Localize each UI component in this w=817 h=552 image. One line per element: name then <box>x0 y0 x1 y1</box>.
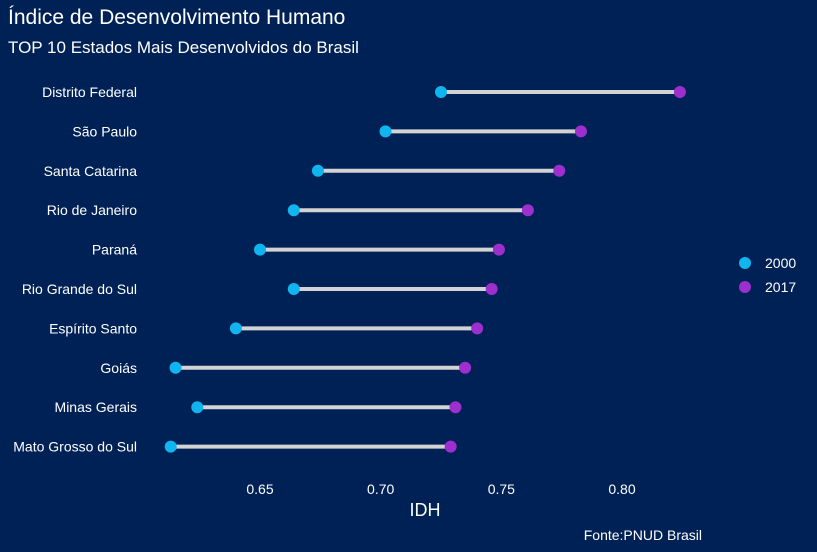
category-label: Espírito Santo <box>49 320 137 336</box>
point-2000 <box>169 361 182 374</box>
point-2000 <box>287 283 300 295</box>
point-2000 <box>435 86 447 98</box>
x-tick-label: 0.65 <box>246 481 273 497</box>
point-2017 <box>444 440 457 453</box>
connector-lines <box>170 90 680 449</box>
point-2017 <box>471 322 484 335</box>
legend-label: 2017 <box>765 279 796 295</box>
point-2000 <box>191 401 204 414</box>
chart-title: Índice de Desenvolvimento Humano <box>8 6 346 29</box>
point-2000 <box>287 204 300 217</box>
point-2000 <box>164 440 177 453</box>
point-2017 <box>492 243 505 256</box>
category-labels: Distrito Federal São Paulo Santa Catarina R… <box>13 84 137 455</box>
x-tick-labels: 0.65 0.70 0.75 0.80 <box>246 481 635 497</box>
category-label: Paraná <box>92 242 137 258</box>
point-2000 <box>311 164 324 177</box>
point-2000 <box>229 322 242 335</box>
category-label: Minas Gerais <box>55 399 137 415</box>
point-2017 <box>574 125 587 138</box>
point-2017 <box>449 401 462 414</box>
legend-key-2017 <box>739 281 751 293</box>
category-label: Mato Grosso do Sul <box>13 439 137 455</box>
x-tick-label: 0.70 <box>367 481 394 497</box>
legend-label: 2000 <box>765 255 796 271</box>
point-2017 <box>521 204 534 217</box>
category-label: Distrito Federal <box>42 84 137 100</box>
category-label: Goiás <box>100 360 137 376</box>
point-2000 <box>254 243 266 256</box>
legend: 2000 2017 <box>739 255 796 295</box>
point-2017 <box>459 361 472 374</box>
legend-key-2000 <box>739 257 751 269</box>
point-2017 <box>673 86 686 98</box>
x-tick-label: 0.80 <box>608 481 635 497</box>
point-2000 <box>379 125 392 138</box>
category-label: Rio Grande do Sul <box>22 281 137 297</box>
x-tick-label: 0.75 <box>488 481 515 497</box>
chart-subtitle: TOP 10 Estados Mais Desenvolvidos do Bra… <box>8 38 359 57</box>
category-label: Santa Catarina <box>44 163 138 179</box>
category-label: São Paulo <box>72 123 137 139</box>
caption: Fonte:PNUD Brasil <box>584 527 702 543</box>
category-label: Rio de Janeiro <box>47 202 137 218</box>
data-points <box>164 86 686 453</box>
point-2017 <box>485 283 498 295</box>
point-2017 <box>553 164 566 177</box>
x-axis-title: IDH <box>410 500 441 520</box>
